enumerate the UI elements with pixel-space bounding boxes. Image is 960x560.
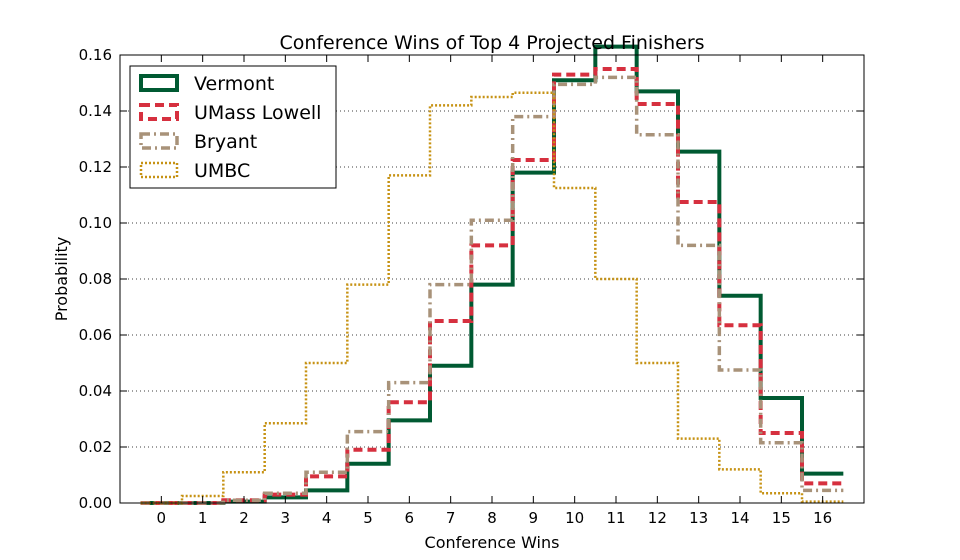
x-tick-label: 8	[487, 509, 497, 527]
series-layer	[140, 44, 844, 505]
x-tick-label: 2	[239, 509, 249, 527]
ticks-layer: 0.000.020.040.060.080.100.120.140.160 1 2 3…	[79, 46, 864, 527]
y-axis-label: Probability	[52, 237, 71, 322]
legend-box	[129, 65, 337, 189]
y-tick-label: 0.08	[79, 270, 112, 288]
legend-swatch	[139, 132, 179, 150]
x-tick-label: 4	[322, 509, 332, 527]
x-tick-label: 1	[198, 509, 208, 527]
y-tick-label: 0.12	[79, 158, 112, 176]
x-tick-label: 12	[648, 509, 667, 527]
y-tick-label: 0.04	[79, 382, 112, 400]
x-axis-label: Conference Wins	[425, 533, 560, 552]
x-tick-label: 3	[281, 509, 291, 527]
x-tick-label: 15	[772, 509, 791, 527]
y-tick-label: 0.02	[79, 438, 112, 456]
x-tick-label: 0	[157, 509, 167, 527]
legend-swatch	[139, 74, 179, 92]
legend: Vermont UMass Lowell Bryant UMBC	[129, 65, 337, 189]
x-tick-label: 11	[606, 509, 625, 527]
chart-title: Conference Wins of Top 4 Projected Finis…	[279, 32, 704, 54]
x-tick-label: 16	[813, 509, 832, 527]
y-tick-label: 0.14	[79, 102, 112, 120]
legend-swatch	[139, 161, 179, 179]
legend-label: Vermont	[194, 73, 274, 95]
x-tick-label: 10	[565, 509, 584, 527]
x-tick-label: 7	[446, 509, 456, 527]
x-tick-label: 9	[529, 509, 539, 527]
y-tick-label: 0.10	[79, 214, 112, 232]
x-tick-label: 13	[689, 509, 708, 527]
legend-swatch	[139, 103, 179, 121]
series-line	[140, 91, 844, 505]
legend-label: UMass Lowell	[194, 102, 321, 124]
legend-label: Bryant	[194, 131, 257, 153]
legend-label: UMBC	[194, 160, 250, 182]
y-tick-label: 0.06	[79, 326, 112, 344]
x-tick-label: 6	[405, 509, 415, 527]
series-line	[140, 75, 844, 505]
x-tick-label: 14	[730, 509, 749, 527]
y-tick-label: 0.00	[79, 494, 112, 512]
y-tick-label: 0.16	[79, 46, 112, 64]
x-tick-label: 5	[363, 509, 373, 527]
